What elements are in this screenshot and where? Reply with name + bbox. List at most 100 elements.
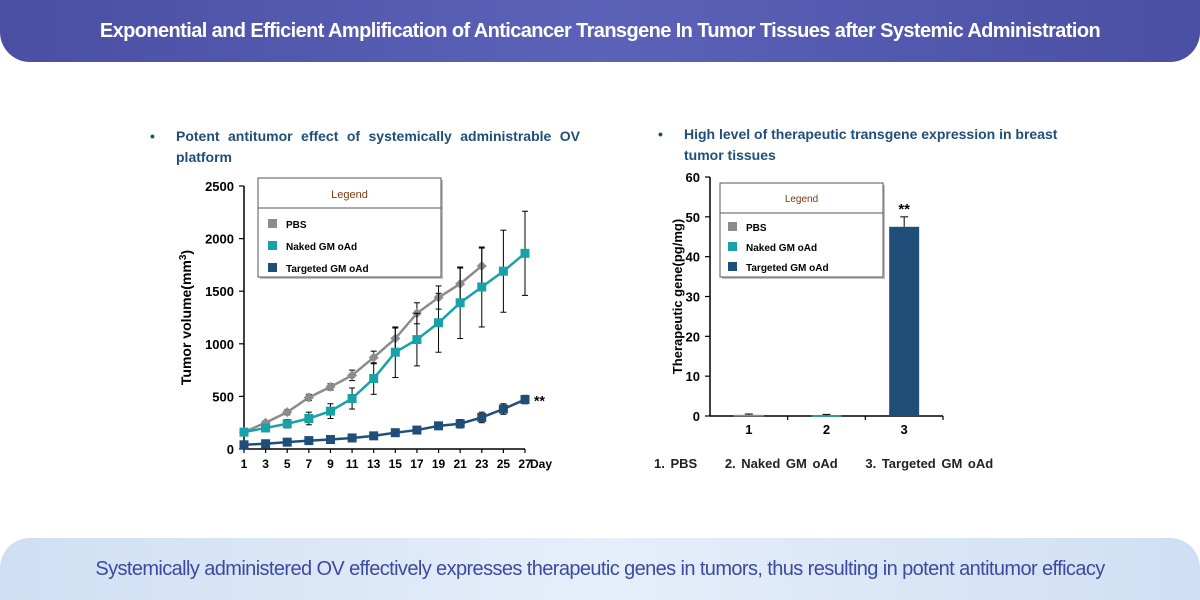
legend-label: PBS	[286, 220, 307, 231]
legend-label: Targeted GM oAd	[746, 263, 829, 274]
data-point	[261, 423, 271, 433]
footer-banner: Systemically administered OV effectively…	[0, 538, 1200, 600]
y-tick-label: 500	[212, 389, 234, 404]
y-tick-label: 60	[686, 170, 700, 185]
legend-swatch	[268, 219, 277, 228]
x-tick-label: 17	[410, 457, 424, 471]
data-point	[282, 407, 293, 418]
data-point	[239, 427, 249, 437]
therapeutic-gene-chart: 0 10 20 30 40 50 60 Therapeutic gene(pg/mg) 1 2 3 *…	[670, 170, 944, 437]
page-title: Exponential and Efficient Amplification …	[99, 19, 1101, 42]
data-point	[369, 431, 379, 441]
y-tick-label: 20	[686, 329, 700, 344]
data-point	[477, 282, 487, 292]
y-axis-label: Therapeutic gene(pg/mg)	[670, 219, 685, 374]
x-tick-label: 23	[475, 457, 489, 471]
right-bullet: • High level of therapeutic transgene ex…	[658, 124, 1064, 166]
data-point	[498, 266, 508, 276]
legend-label: Naked GM oAd	[286, 242, 357, 253]
bullet-dot: •	[150, 128, 155, 144]
data-point	[368, 352, 379, 363]
data-point	[455, 298, 465, 308]
legend-swatch	[728, 222, 737, 231]
x-tick-label: 7	[306, 457, 313, 471]
footer-text: Systemically administered OV effectively…	[95, 557, 1105, 580]
caption-item: 1. PBS	[654, 456, 698, 471]
data-point	[455, 419, 465, 429]
data-point	[498, 404, 508, 414]
y-tick-label: 0	[227, 442, 234, 457]
data-point	[325, 406, 335, 416]
y-label-superscript: 3	[178, 254, 189, 260]
bar-3	[889, 226, 920, 416]
significance-label: **	[898, 201, 910, 218]
right-bullet-text: High level of therapeutic transgene expr…	[684, 126, 1058, 163]
data-point	[520, 248, 530, 258]
legend-swatch	[268, 241, 277, 250]
significance-label: **	[534, 393, 545, 409]
x-tick-label: 15	[389, 457, 403, 471]
x-tick-label: 25	[497, 457, 511, 471]
header-banner: Exponential and Efficient Amplification …	[0, 0, 1200, 62]
legend-title: Legend	[785, 194, 818, 205]
legend-label: PBS	[746, 223, 767, 234]
y-label-part: )	[178, 250, 194, 255]
legend-swatch	[728, 262, 737, 271]
legend-label: Targeted GM oAd	[286, 264, 369, 275]
data-point	[477, 412, 487, 422]
legend-box	[719, 182, 884, 278]
legend-label: Naked GM oAd	[746, 243, 817, 254]
x-tick-label: 9	[327, 457, 334, 471]
data-point	[347, 394, 357, 404]
data-point	[347, 433, 357, 443]
data-point	[412, 425, 422, 435]
y-label-part: Tumor volume(mm	[178, 260, 194, 385]
x-tick-label: 3	[901, 422, 908, 437]
data-point	[325, 435, 335, 445]
caption-item: 3. Targeted GM oAd	[865, 456, 994, 471]
series-targeted-gm-oad	[239, 394, 530, 450]
data-point	[325, 381, 336, 392]
data-point	[390, 347, 400, 357]
data-point	[304, 436, 314, 446]
y-tick-label: 1500	[205, 284, 234, 299]
x-tick-label: 1	[241, 457, 248, 471]
bullet-dot: •	[658, 126, 663, 142]
legend-box	[257, 177, 442, 278]
legend-swatch	[728, 242, 737, 251]
y-tick-label: 40	[686, 250, 700, 265]
x-tick-label: 5	[284, 457, 291, 471]
legend: Legend PBS Naked GM oAd Targeted GM oAd	[257, 177, 443, 279]
y-tick-label: 0	[693, 409, 700, 424]
data-point	[304, 413, 314, 423]
data-point	[282, 419, 292, 429]
x-tick-label: 1	[745, 422, 752, 437]
data-point	[303, 392, 314, 403]
y-tick-label: 30	[686, 290, 700, 305]
data-point	[347, 370, 358, 381]
y-axis-label: Tumor volume(mm3)	[178, 250, 194, 385]
x-tick-label: 19	[432, 457, 446, 471]
data-point	[520, 395, 530, 405]
y-tick-label: 2500	[205, 179, 234, 194]
x-tick-label: 21	[453, 457, 467, 471]
bar-2	[811, 415, 842, 417]
y-tick-label: 10	[686, 369, 700, 384]
legend-swatch	[268, 263, 277, 272]
data-point	[239, 440, 249, 450]
left-bullet-text: Potent antitumor effect of systemically …	[176, 128, 580, 165]
data-point	[390, 428, 400, 438]
bar-chart-caption: 1. PBS 2. Naked GM oAd 3. Targeted GM oA…	[654, 456, 1015, 471]
legend: Legend PBS Naked GM oAd Targeted GM oAd	[719, 182, 885, 279]
x-tick-label: 3	[262, 457, 269, 471]
x-tick-label: 27	[518, 457, 532, 471]
y-tick-label: 1000	[205, 337, 234, 352]
data-point	[282, 437, 292, 447]
data-point	[412, 335, 422, 345]
x-tick-label: 2	[823, 422, 830, 437]
data-point	[369, 374, 379, 384]
y-tick-label: 2000	[205, 232, 234, 247]
bar-1	[733, 414, 764, 417]
data-point	[434, 318, 444, 328]
